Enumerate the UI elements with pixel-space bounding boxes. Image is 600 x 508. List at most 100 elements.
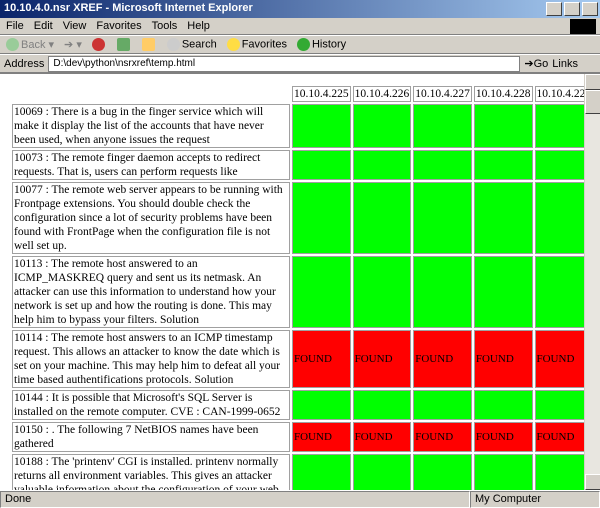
address-label: Address xyxy=(4,57,45,70)
address-bar: Address D:\dev\python\nsrxref\temp.html … xyxy=(0,54,600,72)
vuln-description: 10073 : The remote finger daemon accepts… xyxy=(12,150,290,180)
status-cell xyxy=(534,150,594,180)
status-cell: FOUND xyxy=(292,330,351,388)
menu-item[interactable]: Help xyxy=(187,20,210,32)
table-row: 10077 : The remote web server appears to… xyxy=(12,182,594,254)
ie-logo xyxy=(570,19,596,34)
status-cell: FOUND xyxy=(413,422,472,452)
status-cell: FOUND xyxy=(534,422,594,452)
scroll-up[interactable] xyxy=(585,74,600,90)
back-label: Back xyxy=(21,38,46,51)
home-button[interactable] xyxy=(141,38,157,51)
vuln-description: 10077 : The remote web server appears to… xyxy=(12,182,290,254)
table-row: 10144 : It is possible that Microsoft's … xyxy=(12,390,594,420)
table-row: 10073 : The remote finger daemon accepts… xyxy=(12,150,594,180)
status-cell xyxy=(473,390,533,420)
status-cell xyxy=(292,104,351,148)
status-cell xyxy=(292,182,351,254)
status-cell xyxy=(413,150,472,180)
favorites-label: Favorites xyxy=(241,38,287,51)
menu-item[interactable]: Tools xyxy=(151,20,178,32)
status-cell xyxy=(473,182,533,254)
status-cell: FOUND xyxy=(473,330,533,388)
scroll-down[interactable] xyxy=(585,474,600,490)
history-button[interactable]: History xyxy=(296,38,347,51)
host-header: 10.10.4.226 xyxy=(352,86,412,102)
status-cell xyxy=(413,104,472,148)
status-cell xyxy=(292,390,351,420)
status-cell xyxy=(413,256,472,328)
links-button[interactable]: Links xyxy=(552,57,578,70)
table-row: 10150 : . The following 7 NetBIOS names … xyxy=(12,422,594,452)
menu-item[interactable]: Edit xyxy=(33,20,53,32)
status-cell xyxy=(534,454,594,490)
vuln-description: 10113 : The remote host answered to an I… xyxy=(12,256,290,328)
status-cell xyxy=(534,182,594,254)
status-bar: Done My Computer xyxy=(0,490,600,508)
status-cell xyxy=(413,182,472,254)
minimize[interactable] xyxy=(546,2,562,16)
xref-table: 10.10.4.225 10.10.4.226 10.10.4.227 10.10.4… xyxy=(10,84,595,490)
search-label: Search xyxy=(181,38,217,51)
go-button[interactable]: ➔Go xyxy=(524,58,549,70)
status-cell xyxy=(473,104,533,148)
favorites-button[interactable]: Favorites xyxy=(226,38,287,51)
status-zone: My Computer xyxy=(470,491,600,508)
corner-cell xyxy=(12,86,290,102)
header-row: 10.10.4.225 10.10.4.226 10.10.4.227 10.10.4… xyxy=(12,86,594,102)
refresh-button[interactable] xyxy=(116,38,132,51)
status-cell: FOUND xyxy=(534,330,594,388)
vuln-description: 10069 : There is a bug in the finger ser… xyxy=(12,104,290,148)
status-cell xyxy=(534,256,594,328)
status-text: Done xyxy=(0,491,470,508)
search-button[interactable]: Search xyxy=(166,38,217,51)
status-cell: FOUND xyxy=(473,422,533,452)
status-cell xyxy=(473,256,533,328)
menu-item[interactable]: View xyxy=(62,20,87,32)
page-content: 10.10.4.225 10.10.4.226 10.10.4.227 10.10.4… xyxy=(0,72,600,490)
vuln-description: 10188 : The 'printenv' CGI is installed.… xyxy=(12,454,290,490)
window-title: 10.10.4.0.nsr XREF - Microsoft Internet … xyxy=(4,2,253,14)
status-cell xyxy=(534,104,594,148)
table-row: 10069 : There is a bug in the finger ser… xyxy=(12,104,594,148)
forward-button[interactable]: ➔ ▾ xyxy=(64,39,82,51)
status-cell xyxy=(473,150,533,180)
go-label: Go xyxy=(533,58,549,70)
host-header: 10.10.4.228 xyxy=(473,86,533,102)
history-label: History xyxy=(311,38,347,51)
title-bar: 10.10.4.0.nsr XREF - Microsoft Internet … xyxy=(0,0,600,18)
status-cell xyxy=(292,256,351,328)
host-header: 10.10.4.227 xyxy=(413,86,472,102)
status-cell xyxy=(352,256,412,328)
status-cell xyxy=(352,182,412,254)
close[interactable] xyxy=(582,2,598,16)
status-cell: FOUND xyxy=(292,422,351,452)
status-cell xyxy=(413,454,472,490)
status-cell xyxy=(292,150,351,180)
status-cell xyxy=(352,454,412,490)
status-cell: FOUND xyxy=(352,330,412,388)
address-input[interactable]: D:\dev\python\nsrxref\temp.html xyxy=(48,55,521,72)
host-header: 10.10.4.225 xyxy=(292,86,351,102)
status-cell xyxy=(352,390,412,420)
table-row: 10114 : The remote host answers to an IC… xyxy=(12,330,594,388)
maximize[interactable] xyxy=(564,2,580,16)
status-cell xyxy=(352,150,412,180)
stop-button[interactable] xyxy=(91,38,107,51)
scroll-thumb[interactable] xyxy=(585,90,600,114)
back-button[interactable]: Back ▾ xyxy=(6,38,54,52)
menu-bar: File Edit View Favorites Tools Help xyxy=(0,18,600,35)
vuln-description: 10114 : The remote host answers to an IC… xyxy=(12,330,290,388)
vuln-description: 10144 : It is possible that Microsoft's … xyxy=(12,390,290,420)
table-row: 10188 : The 'printenv' CGI is installed.… xyxy=(12,454,594,490)
scrollbar[interactable] xyxy=(584,74,600,490)
menu-item[interactable]: Favorites xyxy=(96,20,142,32)
status-cell xyxy=(292,454,351,490)
status-cell xyxy=(534,390,594,420)
vuln-description: 10150 : . The following 7 NetBIOS names … xyxy=(12,422,290,452)
status-cell xyxy=(413,390,472,420)
menu-item[interactable]: File xyxy=(6,20,24,32)
